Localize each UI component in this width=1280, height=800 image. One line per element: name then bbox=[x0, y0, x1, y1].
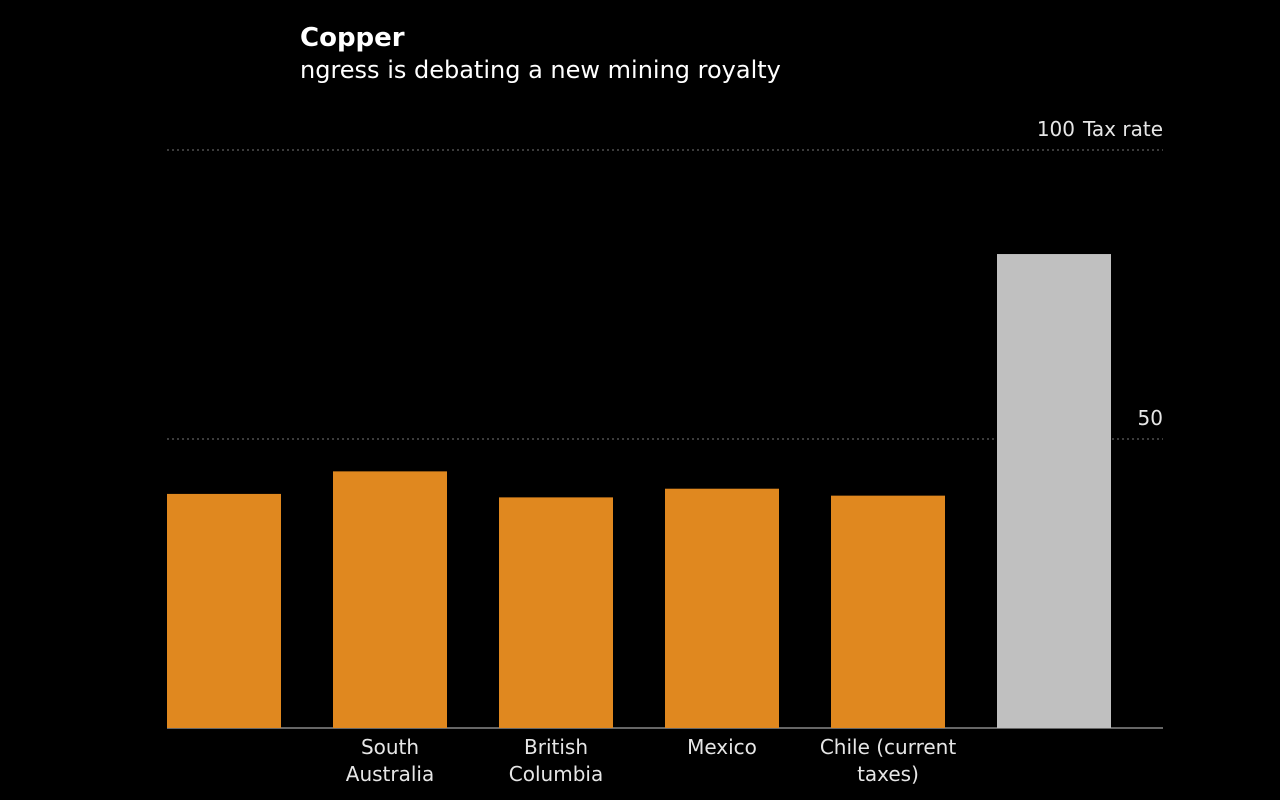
bar bbox=[665, 488, 779, 728]
bar bbox=[333, 471, 447, 728]
x-tick-label: Mexico bbox=[687, 735, 757, 759]
y-axis-label: Tax rate bbox=[1082, 117, 1163, 141]
x-tick-label: South Australia bbox=[345, 735, 435, 786]
bar bbox=[499, 497, 613, 728]
chart-subtitle: ngress is debating a new mining royalty bbox=[300, 56, 781, 84]
y-tick-label: 50 bbox=[1138, 406, 1163, 430]
chart-title: Copper bbox=[300, 23, 405, 53]
bar bbox=[831, 495, 945, 728]
x-tick-label: Chile (current taxes) bbox=[819, 735, 957, 786]
bar bbox=[997, 254, 1111, 729]
x-tick-label: British Columbia bbox=[508, 735, 604, 786]
y-tick-label: 100 bbox=[1037, 117, 1075, 141]
bar bbox=[167, 493, 281, 728]
